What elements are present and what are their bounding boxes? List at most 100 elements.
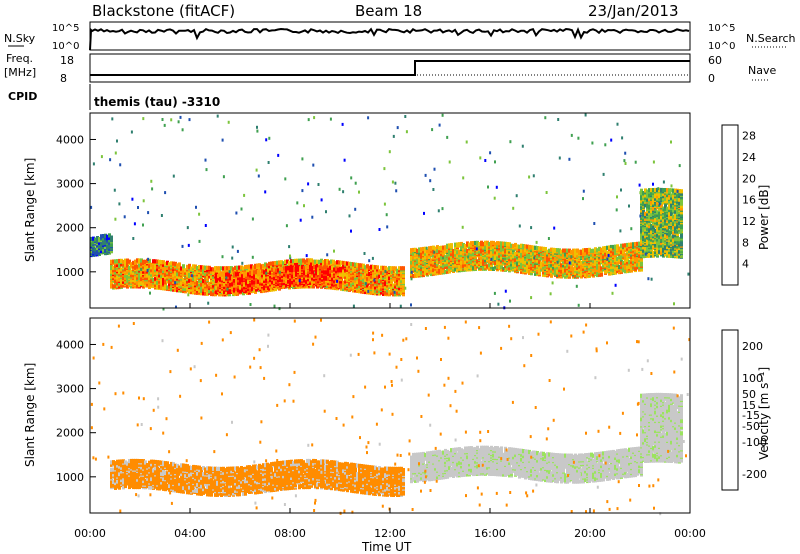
data-cell: [204, 291, 207, 296]
data-cell: [283, 266, 286, 271]
data-cell: [592, 256, 595, 261]
data-cell: [518, 244, 521, 249]
data-cell: [370, 274, 373, 279]
data-cell: [174, 282, 177, 287]
data-cell: [215, 289, 218, 295]
data-cell: [303, 276, 306, 281]
data-cell: [255, 280, 258, 285]
data-cell: [522, 260, 525, 265]
data-cell: [486, 240, 489, 245]
data-cell: [414, 247, 417, 252]
data-cell: [518, 247, 521, 252]
data-cell: [612, 262, 615, 267]
data-cell: [424, 264, 427, 269]
data-cell: [259, 276, 262, 282]
data-cell: [196, 270, 199, 276]
data-cell: [456, 253, 459, 258]
data-cell: [292, 259, 295, 264]
data-cell: [241, 280, 244, 285]
data-cell: [410, 248, 413, 253]
data-cell: [132, 278, 135, 283]
data-cell: [564, 252, 567, 257]
data-cell: [150, 262, 153, 267]
data-cell: [608, 271, 611, 276]
data-cell: [542, 262, 545, 267]
data-cell: [514, 260, 517, 265]
data-cell: [172, 269, 175, 274]
data-cell: [458, 242, 461, 247]
data-cell: [564, 267, 567, 272]
data-cell: [128, 259, 131, 264]
data-cell: [110, 242, 113, 248]
data-cell: [297, 275, 300, 280]
data-cell: [217, 276, 220, 281]
data-cell: [280, 260, 283, 265]
data-cell: [310, 258, 313, 263]
data-cell: [110, 235, 113, 240]
data-cell: [550, 268, 553, 273]
data-cell: [438, 246, 441, 251]
data-cell: [480, 240, 483, 245]
data-cell: [144, 272, 147, 277]
data-cell: [450, 251, 453, 256]
data-cell: [476, 240, 479, 245]
data-cell: [284, 259, 287, 264]
data-cell: [346, 277, 349, 282]
data-cell: [303, 266, 306, 271]
data-cell: [462, 262, 465, 267]
data-cell: [366, 282, 369, 287]
data-cell: [96, 245, 99, 251]
data-cell: [424, 255, 427, 260]
data-cell: [520, 258, 523, 263]
data-cell: [570, 267, 573, 272]
data-cell: [374, 288, 377, 293]
data-cell: [432, 245, 435, 250]
data-cell: [305, 266, 308, 271]
nsky-tick-top: 10^5: [52, 23, 79, 34]
data-cell: [212, 267, 215, 272]
data-cell: [564, 274, 567, 279]
data-cell: [112, 274, 115, 279]
data-cell: [400, 290, 403, 296]
data-cell: [502, 257, 505, 262]
data-cell: [231, 282, 234, 287]
data-cell: [398, 266, 401, 271]
data-cell: [210, 283, 213, 288]
data-cell: [241, 274, 244, 279]
data-cell: [450, 265, 453, 270]
data-cell: [410, 266, 413, 271]
data-cell: [490, 263, 493, 268]
data-cell: [335, 268, 338, 274]
data-cell: [576, 269, 579, 274]
data-cell: [494, 242, 497, 247]
data-cell: [158, 284, 161, 289]
data-cell: [418, 263, 421, 268]
data-cell: [382, 281, 385, 287]
data-cell: [520, 243, 523, 248]
data-cell: [186, 273, 189, 278]
data-cell: [166, 260, 169, 265]
data-cell: [102, 247, 105, 252]
data-cell: [268, 261, 271, 266]
data-cell: [257, 283, 260, 288]
data-cell: [614, 248, 617, 253]
data-cell: [316, 262, 319, 267]
data-cell: [414, 266, 417, 271]
data-cell: [94, 252, 97, 257]
data-cell: [578, 260, 581, 265]
data-cell: [576, 265, 579, 270]
data-cell: [354, 284, 357, 289]
data-cell: [245, 272, 248, 277]
data-cell: [162, 281, 165, 286]
data-cell: [348, 272, 351, 278]
data-cell: [114, 264, 117, 269]
data-cell: [251, 270, 254, 275]
data-cell: [295, 280, 298, 285]
data-cell: [100, 244, 103, 249]
data-cell: [194, 270, 197, 275]
data-cell: [606, 253, 609, 258]
data-cell: [170, 261, 173, 266]
data-cell: [311, 269, 314, 274]
data-cell: [198, 265, 201, 270]
data-cell: [116, 259, 119, 264]
